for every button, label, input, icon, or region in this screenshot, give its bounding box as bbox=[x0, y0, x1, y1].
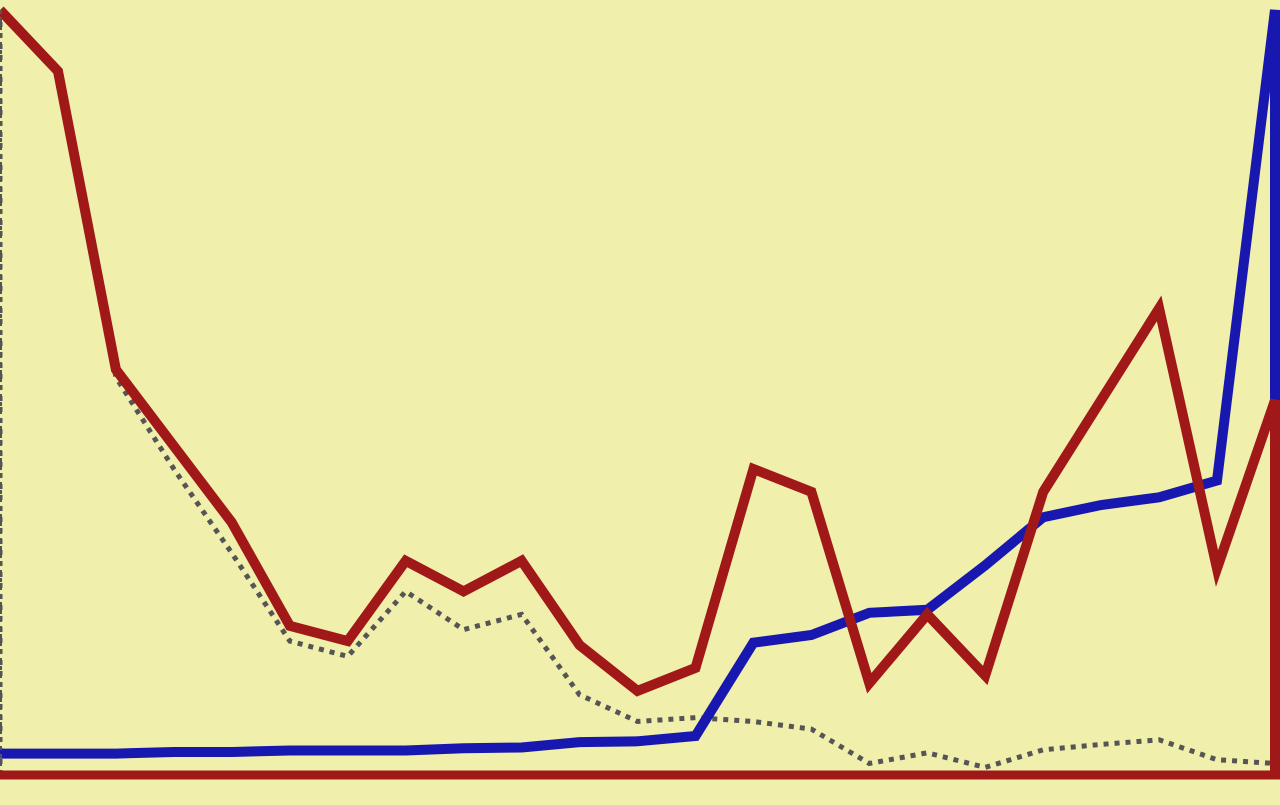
series-line-0 bbox=[0, 6, 1280, 775]
series-line-2 bbox=[0, 6, 1276, 775]
series-line-1 bbox=[0, 9, 1280, 775]
series-layer bbox=[0, 6, 1280, 775]
